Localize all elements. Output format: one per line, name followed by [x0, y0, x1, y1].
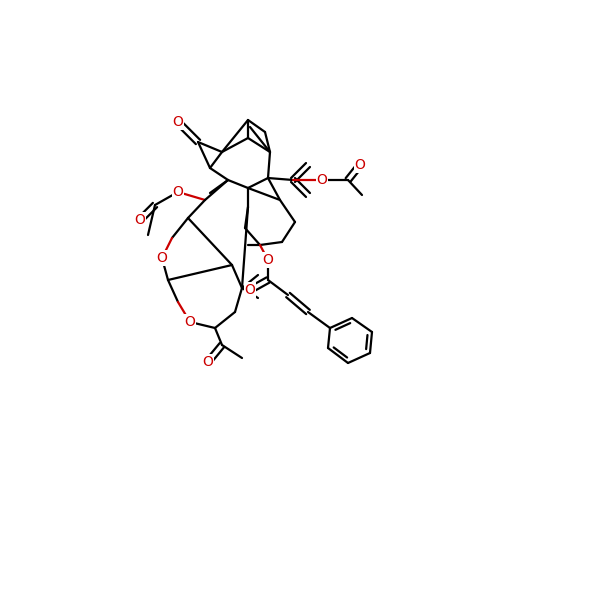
- Text: O: O: [355, 158, 365, 172]
- Text: O: O: [134, 213, 145, 227]
- Text: O: O: [173, 185, 184, 199]
- Text: O: O: [203, 355, 214, 369]
- Text: O: O: [245, 283, 256, 297]
- Text: O: O: [263, 253, 274, 267]
- Text: O: O: [185, 315, 196, 329]
- Text: O: O: [317, 173, 328, 187]
- Text: O: O: [157, 251, 167, 265]
- Text: O: O: [173, 115, 184, 129]
